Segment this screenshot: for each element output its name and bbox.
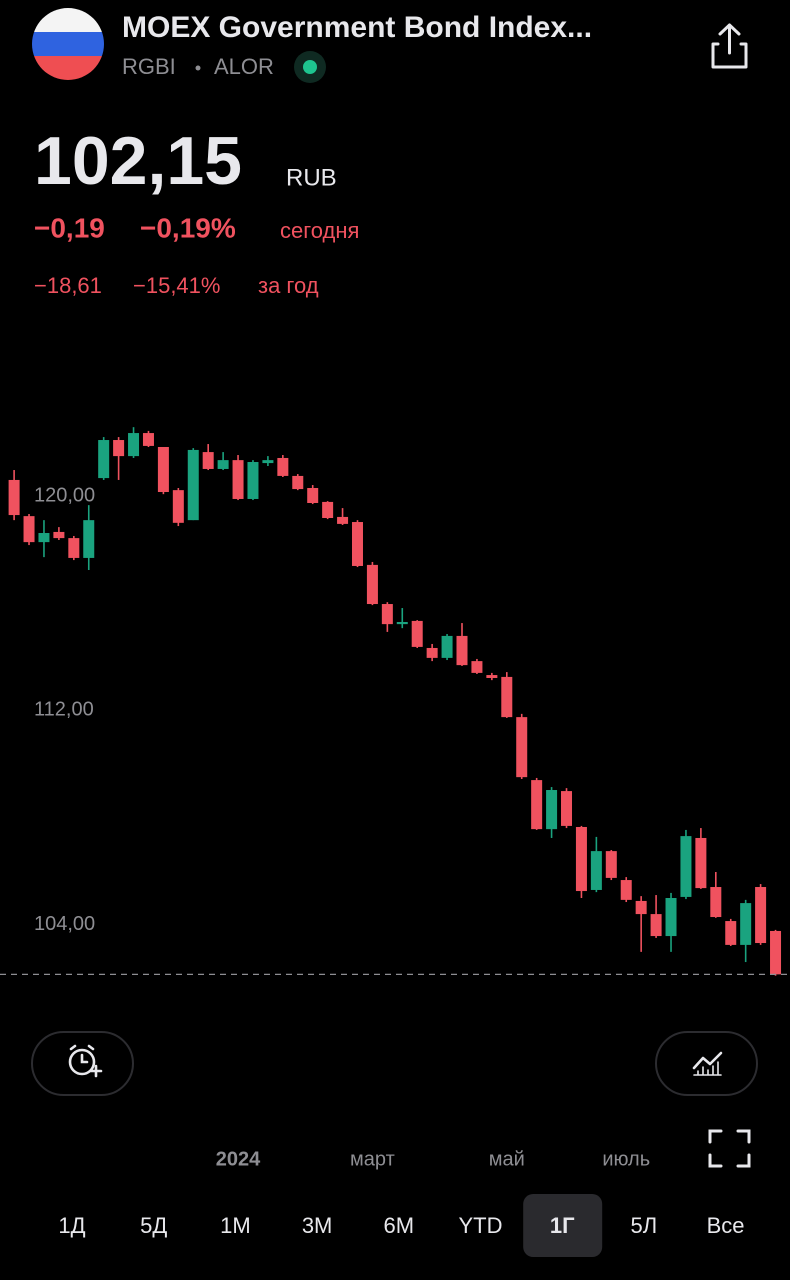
y-tick-label: 104,00 <box>34 913 95 935</box>
flag-icon <box>32 8 104 80</box>
range-button[interactable]: 6М <box>384 1213 415 1238</box>
year-change: −18,61 <box>34 273 102 298</box>
candle-body <box>337 516 349 524</box>
range-button[interactable]: 3М <box>302 1213 333 1238</box>
candle-body <box>396 621 408 625</box>
y-tick-label: 112,00 <box>34 699 94 721</box>
share-button[interactable] <box>711 23 748 69</box>
range-selector: 1Д 5Д 1М 3М 6М YTD 1Г 5Л Все <box>58 1194 745 1257</box>
candle-body <box>635 900 647 915</box>
candle-body <box>546 790 558 830</box>
indicators-icon <box>692 1051 723 1076</box>
candle-body <box>486 675 498 678</box>
candle-body <box>157 446 169 493</box>
candle-body <box>590 851 602 890</box>
today-change-pct: −0,19% <box>140 212 236 243</box>
candle-body <box>471 661 483 673</box>
exchange: ALOR <box>214 54 274 79</box>
candle-body <box>322 501 334 519</box>
range-button[interactable]: 1Д <box>58 1213 85 1238</box>
candle-body <box>680 836 692 897</box>
alert-button[interactable] <box>31 1031 134 1096</box>
candle-body <box>575 826 587 892</box>
candle-body <box>113 440 125 457</box>
candle-body <box>277 457 289 476</box>
candle-body <box>351 522 363 566</box>
candle-body <box>217 460 229 469</box>
candle-body <box>98 440 110 479</box>
candle-body <box>456 635 468 666</box>
candle-body <box>501 676 513 718</box>
candle-body <box>710 887 722 918</box>
candle-body <box>516 717 528 778</box>
candle-body <box>142 433 154 446</box>
candle-body <box>128 433 140 457</box>
y-tick-label: 120,00 <box>34 484 95 506</box>
range-button[interactable]: 5Л <box>631 1213 658 1238</box>
candle-body <box>307 487 319 503</box>
candle-body <box>650 914 662 937</box>
candle-body <box>755 887 767 944</box>
x-tick-label: март <box>350 1148 395 1170</box>
today-change: −0,19 <box>34 212 105 243</box>
x-tick-label: май <box>489 1148 525 1170</box>
ticker: RGBI <box>122 54 176 79</box>
range-selected-bg <box>523 1194 603 1257</box>
candle-body <box>605 851 617 878</box>
indicators-button[interactable] <box>655 1031 758 1096</box>
candlestick-chart: 104,00 112,00 120,00 2024 март май июль <box>0 427 790 1170</box>
candle-body <box>740 903 752 945</box>
candle-body <box>695 837 707 889</box>
candle-body <box>381 604 393 625</box>
candle-body <box>411 620 423 647</box>
candle-body <box>187 449 199 521</box>
candle-body <box>23 516 35 543</box>
candle-body <box>561 791 573 826</box>
candle-body <box>441 635 453 658</box>
x-tick-label: июль <box>602 1148 650 1170</box>
candle-body <box>262 460 274 464</box>
range-button[interactable]: 5Д <box>140 1213 167 1238</box>
range-button[interactable]: 1Г <box>550 1213 575 1238</box>
candle-body <box>202 452 214 469</box>
candle-body <box>83 520 95 558</box>
year-change-pct: −15,41% <box>133 273 220 298</box>
candle-body <box>292 475 304 490</box>
candle-body <box>426 647 438 658</box>
separator-dot <box>195 65 201 71</box>
candle-body <box>770 930 782 975</box>
alert-icon <box>68 1044 103 1078</box>
range-button[interactable]: 1М <box>220 1213 251 1238</box>
candle-body <box>366 564 378 605</box>
candle-body <box>531 780 543 830</box>
status-dot <box>303 60 317 74</box>
candle-body <box>620 880 632 900</box>
candle-body <box>725 921 737 945</box>
instrument-title: MOEX Government Bond Index... <box>122 11 592 44</box>
today-label: сегодня <box>280 218 359 243</box>
candle-body <box>247 461 259 499</box>
candle-body <box>8 479 20 516</box>
fullscreen-button[interactable] <box>708 1129 751 1168</box>
candle-body <box>68 538 80 558</box>
candle-body <box>232 460 244 499</box>
range-button[interactable]: Все <box>707 1213 745 1238</box>
range-button[interactable]: YTD <box>459 1213 503 1238</box>
year-label: за год <box>258 273 319 298</box>
price: 102,15 <box>34 123 242 199</box>
candle-body <box>665 898 677 937</box>
currency: RUB <box>286 164 337 191</box>
candle-body <box>53 531 65 539</box>
candle-body <box>38 533 50 543</box>
x-tick-label: 2024 <box>216 1148 261 1170</box>
candle-body <box>172 490 184 523</box>
